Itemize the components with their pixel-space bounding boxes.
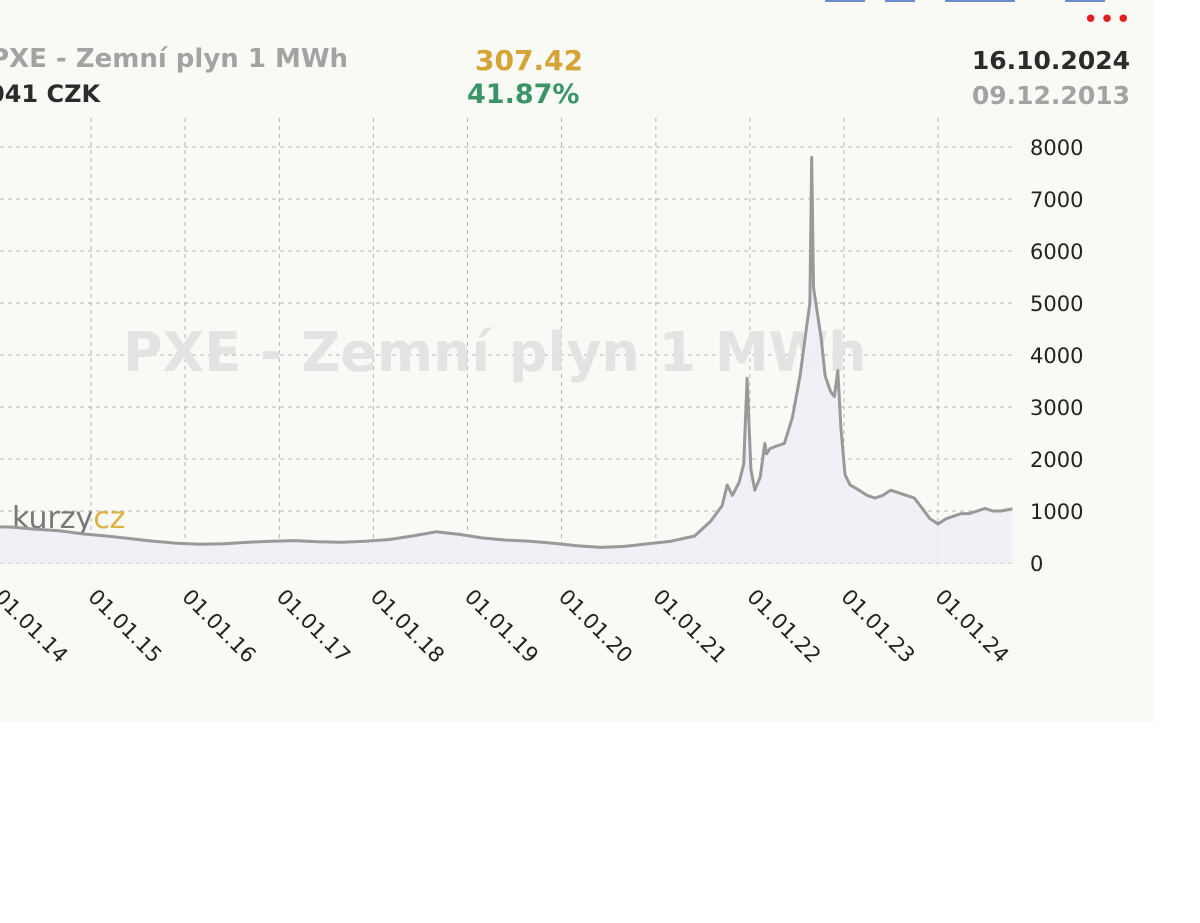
latest-date: 16.10.2024 [971, 46, 1130, 75]
x-tick-label: 01.01.24 [930, 585, 1013, 668]
x-tick-label: 01.01.18 [366, 585, 449, 668]
logo-cz: cz [93, 501, 125, 536]
y-tick-label: 4000 [1030, 344, 1083, 368]
y-tick-label: 7000 [1030, 188, 1083, 212]
top-link-strip[interactable] [815, 0, 1115, 2]
x-tick-label: 01.01.22 [742, 585, 825, 668]
start-date: 09.12.2013 [971, 81, 1130, 110]
change-percent: 41.87% [467, 79, 580, 110]
watermark-text: PXE - Zemní plyn 1 MWh [123, 321, 867, 384]
price-chart: PXE - Zemní plyn 1 MWh kurzycz 010002000… [0, 118, 1083, 668]
y-tick-label: 6000 [1030, 240, 1083, 264]
price-amount: 041 CZK [0, 80, 101, 108]
x-tick-label: 01.01.15 [83, 585, 166, 668]
x-tick-label: 01.01.14 [0, 585, 73, 668]
price-value: 307.42 [475, 44, 584, 77]
y-tick-label: 3000 [1030, 396, 1083, 420]
y-tick-label: 5000 [1030, 292, 1083, 316]
x-tick-label: 01.01.19 [460, 585, 543, 668]
y-tick-label: 0 [1030, 552, 1043, 576]
x-tick-label: 01.01.21 [648, 585, 731, 668]
x-tick-label: 01.01.16 [178, 585, 261, 668]
series-area [0, 157, 1013, 563]
y-tick-label: 2000 [1030, 448, 1083, 472]
y-tick-label: 1000 [1030, 500, 1083, 524]
series-line [0, 155, 1013, 549]
x-tick-label: 01.01.23 [836, 585, 919, 668]
series-name: PXE - Zemní plyn 1 MWh [0, 44, 349, 74]
x-tick-label: 01.01.20 [554, 585, 637, 668]
chart-panel: ••• PXE - Zemní plyn 1 MWh 307.42 16.10.… [0, 0, 1133, 668]
more-menu-icon[interactable]: ••• [1083, 5, 1133, 35]
x-tick-label: 01.01.17 [272, 585, 355, 668]
x-axis-ticks: 01.01.14 01.01.15 01.01.16 01.01.17 01.01.18… [0, 585, 1014, 668]
top-link-fragments [825, 0, 1105, 2]
y-tick-label: 8000 [1030, 136, 1083, 160]
y-axis-ticks: 0 1000 2000 3000 4000 5000 6000 7000 8000 [1030, 136, 1083, 576]
